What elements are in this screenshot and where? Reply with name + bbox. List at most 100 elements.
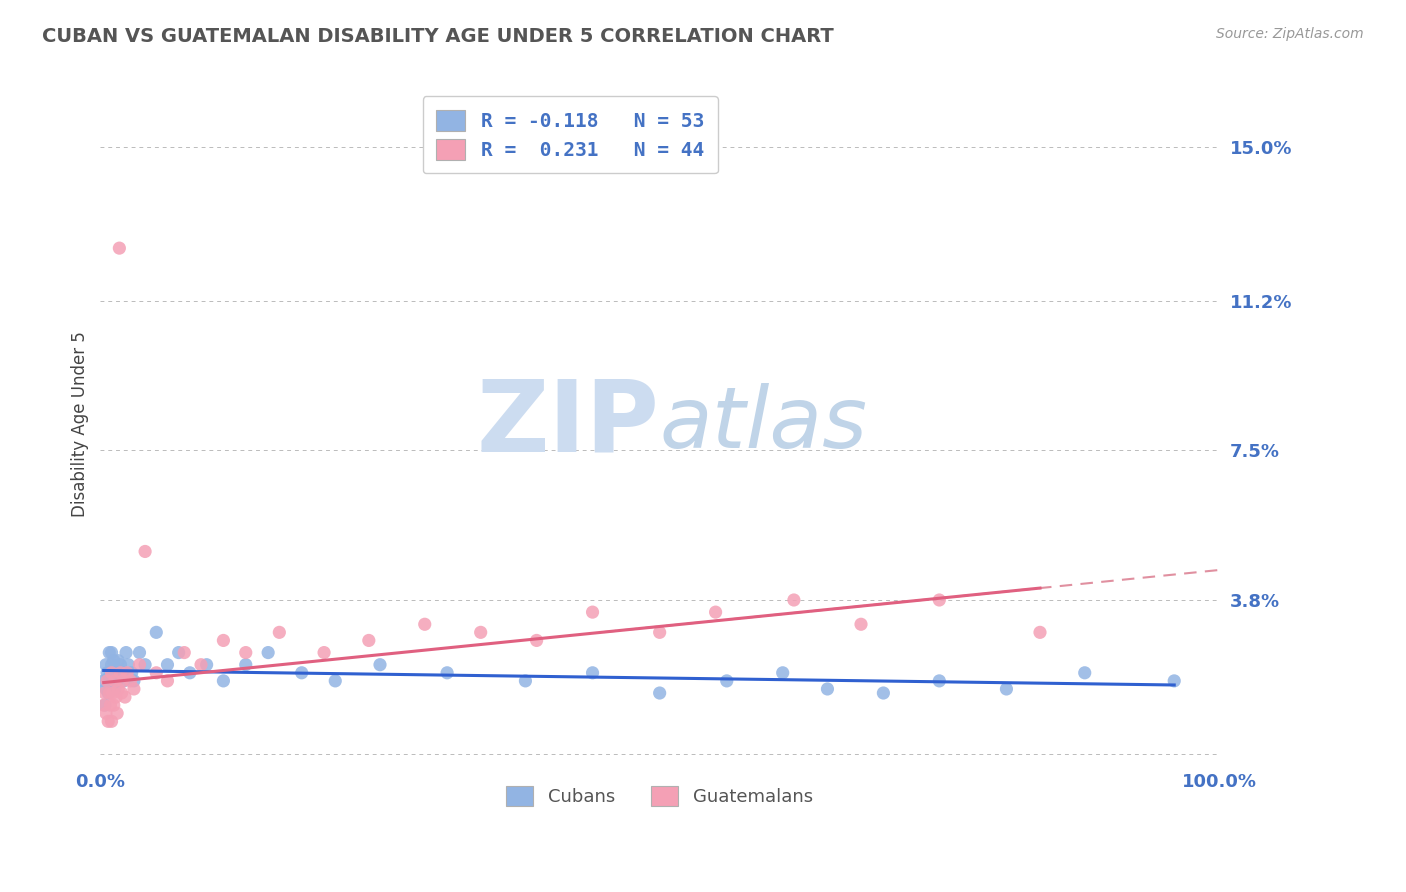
Point: [849, 617, 872, 632]
Point: [105, 665, 128, 680]
Point: [872, 686, 894, 700]
Point: [105, 690, 128, 704]
Point: [515, 673, 537, 688]
Point: [1074, 665, 1097, 680]
Point: [269, 625, 291, 640]
Point: [100, 657, 122, 672]
Point: [235, 657, 257, 672]
Point: [110, 686, 132, 700]
Text: atlas: atlas: [659, 383, 868, 466]
Point: [323, 673, 346, 688]
Point: [115, 646, 138, 660]
Point: [107, 654, 129, 668]
Point: [817, 681, 839, 696]
Point: [98, 670, 121, 684]
Point: [156, 657, 179, 672]
Text: CUBAN VS GUATEMALAN DISABILITY AGE UNDER 5 CORRELATION CHART: CUBAN VS GUATEMALAN DISABILITY AGE UNDER…: [42, 27, 834, 45]
Point: [96, 665, 118, 680]
Point: [928, 673, 950, 688]
Point: [97, 714, 120, 729]
Point: [94, 706, 117, 721]
Point: [100, 698, 122, 713]
Point: [112, 673, 135, 688]
Point: [413, 617, 436, 632]
Point: [115, 665, 138, 680]
Point: [783, 593, 806, 607]
Point: [436, 665, 458, 680]
Point: [93, 698, 115, 713]
Point: [291, 665, 314, 680]
Point: [94, 698, 117, 713]
Point: [100, 714, 122, 729]
Point: [110, 665, 132, 680]
Point: [104, 681, 127, 696]
Point: [212, 673, 235, 688]
Point: [128, 657, 150, 672]
Text: ZIP: ZIP: [477, 376, 659, 473]
Point: [581, 605, 603, 619]
Point: [716, 673, 738, 688]
Point: [134, 544, 156, 558]
Point: [156, 673, 179, 688]
Point: [257, 646, 280, 660]
Point: [104, 673, 127, 688]
Point: [190, 657, 212, 672]
Point: [103, 654, 125, 668]
Point: [100, 646, 122, 660]
Point: [94, 657, 117, 672]
Point: [101, 665, 124, 680]
Point: [96, 673, 118, 688]
Point: [648, 686, 671, 700]
Point: [111, 665, 134, 680]
Point: [122, 673, 145, 688]
Point: [195, 657, 218, 672]
Point: [94, 686, 117, 700]
Point: [98, 646, 121, 660]
Point: [357, 633, 380, 648]
Point: [145, 665, 167, 680]
Point: [235, 646, 257, 660]
Point: [772, 665, 794, 680]
Point: [100, 673, 122, 688]
Text: Source: ZipAtlas.com: Source: ZipAtlas.com: [1216, 27, 1364, 41]
Legend: Cubans, Guatemalans: Cubans, Guatemalans: [499, 780, 820, 814]
Point: [1163, 673, 1185, 688]
Point: [110, 657, 132, 672]
Point: [105, 706, 128, 721]
Point: [98, 686, 121, 700]
Point: [97, 686, 120, 700]
Point: [173, 646, 195, 660]
Point: [103, 673, 125, 688]
Point: [101, 686, 124, 700]
Point: [470, 625, 492, 640]
Point: [145, 625, 167, 640]
Point: [134, 657, 156, 672]
Point: [107, 681, 129, 696]
Point: [103, 698, 125, 713]
Point: [111, 673, 134, 688]
Point: [120, 673, 142, 688]
Point: [121, 665, 143, 680]
Point: [179, 665, 201, 680]
Point: [1029, 625, 1052, 640]
Point: [100, 681, 122, 696]
Point: [368, 657, 391, 672]
Point: [114, 690, 136, 704]
Point: [100, 665, 122, 680]
Point: [704, 605, 727, 619]
Point: [117, 657, 139, 672]
Point: [122, 681, 145, 696]
Point: [108, 241, 131, 255]
Point: [526, 633, 548, 648]
Point: [94, 681, 117, 696]
Point: [648, 625, 671, 640]
Y-axis label: Disability Age Under 5: Disability Age Under 5: [72, 331, 89, 517]
Point: [105, 662, 128, 676]
Point: [93, 673, 115, 688]
Point: [128, 646, 150, 660]
Point: [995, 681, 1018, 696]
Point: [167, 646, 190, 660]
Point: [108, 670, 131, 684]
Point: [581, 665, 603, 680]
Point: [928, 593, 950, 607]
